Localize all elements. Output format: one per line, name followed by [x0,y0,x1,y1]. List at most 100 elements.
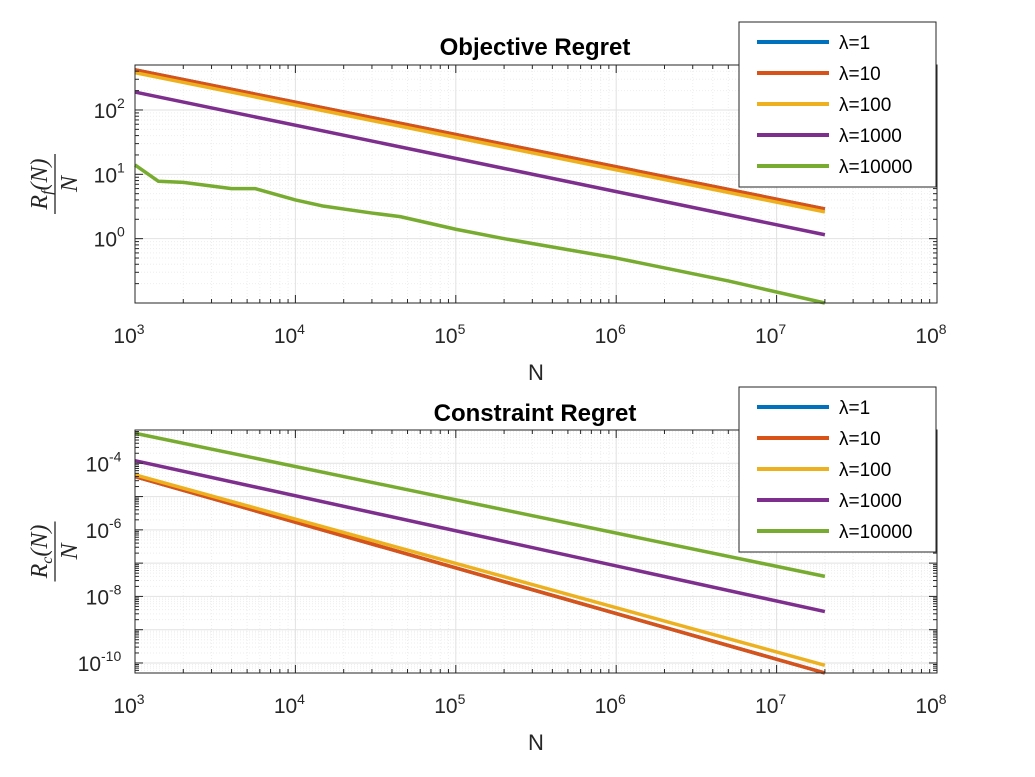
x-tick-exponent: 4 [297,691,305,707]
series-group [133,68,826,305]
x-tick-label: 105 [434,321,465,348]
y-axis-label: Rc(N) N [27,521,83,582]
legend-label: λ=1000 [839,126,902,147]
legend-item: λ=1000 [757,126,902,147]
x-tick-exponent: 6 [618,691,626,707]
y-tick-label: 10 [94,164,117,187]
x-tick-base: 10 [915,325,938,348]
y-tick-exponent: -4 [109,448,122,464]
y-label-symbol: R [27,563,53,579]
x-tick-base: 10 [755,695,778,718]
x-tick-label: 103 [113,691,144,718]
y-label-numerator: Rf(N) [27,158,56,210]
x-tick-exponent: 5 [458,691,466,707]
x-tick-label: 106 [595,691,626,718]
x-tick-base: 10 [274,325,297,348]
x-tick-exponent: 4 [297,321,305,337]
legend-item: λ=1000 [757,491,902,512]
x-tick-label: 105 [434,691,465,718]
x-tick-exponent: 7 [778,691,786,707]
legend-label: λ=1 [839,398,870,419]
y-tick-base: 10 [94,229,117,252]
y-label-denominator: N [57,174,83,193]
y-label-numerator: Rc(N) [27,525,56,580]
y-tick-label: 10 [86,453,109,476]
x-tick-exponent: 8 [939,691,947,707]
x-tick-exponent: 3 [137,321,145,337]
y-tick-label: 10 [78,653,101,676]
x-tick-exponent: 6 [618,321,626,337]
legend-label: λ=10 [839,429,881,450]
series-line-10 [134,474,826,675]
chart-title: Constraint Regret [434,400,637,427]
legend: λ=1 λ=10 λ=100 λ=1000 λ=10000 [738,21,937,188]
y-tick-exponent: 0 [117,224,125,240]
x-tick-exponent: 8 [939,321,947,337]
y-tick-exponent: 1 [117,159,125,175]
legend-label: λ=100 [839,460,891,481]
legend-item: λ=10 [757,429,881,450]
x-tick-label: 108 [915,691,946,718]
x-tick-exponent: 3 [137,691,145,707]
y-tick-exponent: -6 [109,515,122,531]
series-line-1000 [134,90,826,237]
legend-label: λ=1 [839,33,870,54]
legend-label: λ=1000 [839,491,902,512]
x-axis: 103 104 105 106 107 108 [113,65,947,348]
x-tick-base: 10 [113,325,136,348]
legend: λ=1 λ=10 λ=100 λ=1000 λ=10000 [738,386,937,553]
series-line-1000 [134,458,826,614]
y-tick-base: 10 [86,586,109,609]
x-tick-base: 10 [274,695,297,718]
series-line-10000 [133,163,826,305]
y-label-subscript: f [39,188,56,195]
y-label-argument: (N) [27,525,53,557]
series-line-10 [134,68,826,211]
legend-label: λ=10 [839,64,881,85]
legend-label: λ=10000 [839,157,912,178]
y-tick-label: 10 [94,100,117,123]
x-tick-label: 104 [274,691,305,718]
series-line-10000 [134,431,826,579]
x-axis-label: N [528,360,544,385]
y-axis-label: Rf(N) N [27,154,83,214]
legend-label: λ=100 [839,95,891,116]
legend-item: λ=10000 [757,157,912,178]
y-tick-base: 10 [94,164,117,187]
x-tick-base: 10 [434,325,457,348]
x-tick-base: 10 [434,695,457,718]
legend-item: λ=10 [757,64,881,85]
y-tick-base: 10 [86,520,109,543]
legend-item: λ=100 [757,460,891,481]
legend-item: λ=100 [757,95,891,116]
axes-box [134,429,938,674]
y-label-subscript: c [39,557,56,564]
x-tick-base: 10 [595,695,618,718]
legend-label: λ=10000 [839,522,912,543]
series-line-100 [134,473,826,668]
y-label-symbol: R [27,195,53,211]
x-tick-label: 104 [274,321,305,348]
chart-title: Objective Regret [440,34,631,61]
x-tick-label: 106 [595,321,626,348]
y-label-argument: (N) [27,158,53,190]
legend-item: λ=10000 [757,522,912,543]
x-tick-label: 108 [915,321,946,348]
y-tick-label: 10 [86,586,109,609]
y-tick-exponent: -10 [101,648,121,664]
y-tick-label: 10 [94,229,117,252]
legend-item: λ=1 [757,398,870,419]
series-group [134,431,826,675]
y-label-denominator: N [57,542,83,561]
y-tick-base: 10 [94,100,117,123]
x-tick-label: 103 [113,321,144,348]
y-tick-exponent: 2 [117,95,125,111]
grid [135,65,937,303]
x-tick-exponent: 7 [778,321,786,337]
x-axis: 103 104 105 106 107 108 [113,430,947,718]
